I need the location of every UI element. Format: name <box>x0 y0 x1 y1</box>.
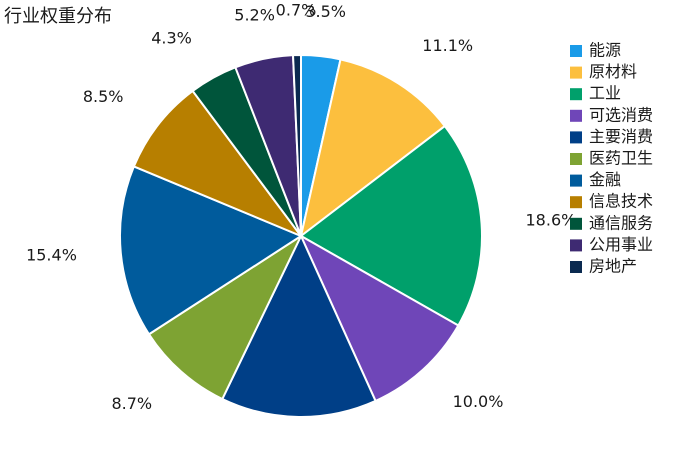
pie-slice-7 <box>119 165 304 336</box>
pie-value-label-6: 8.7% <box>111 394 152 413</box>
pie-slice-11 <box>291 53 302 237</box>
legend-label-8: 信息技术 <box>589 192 653 211</box>
pie-value-label-7: 15.4% <box>26 246 77 265</box>
legend-label-9: 通信服务 <box>589 213 653 232</box>
legend-swatch-3 <box>570 88 582 101</box>
legend-swatch-11 <box>570 261 582 273</box>
legend-label-5: 主要消费 <box>589 127 653 146</box>
pie-slice-6 <box>147 233 304 401</box>
pie-slice-3 <box>299 124 483 327</box>
legend-label-11: 房地产 <box>589 257 637 276</box>
legend-label-4: 可选消费 <box>589 105 653 124</box>
legend-swatch-4 <box>570 109 582 122</box>
legend-label-6: 医药卫生 <box>589 149 653 168</box>
pie-slice-8 <box>132 89 304 239</box>
legend-swatch-6 <box>570 153 582 165</box>
pie-slices <box>119 53 483 418</box>
pie-slice-5 <box>220 233 377 418</box>
legend-swatch-9 <box>570 217 582 230</box>
legend-label-2: 原材料 <box>589 62 637 81</box>
pie-value-label-8: 8.5% <box>83 87 124 106</box>
legend-label-10: 公用事业 <box>589 235 653 254</box>
legend-swatch-7 <box>570 174 582 187</box>
legend-swatch-5 <box>570 131 582 144</box>
legend-swatch-8 <box>570 196 582 209</box>
pie-value-label-9: 4.3% <box>151 29 192 48</box>
pie-slice-4 <box>298 233 460 403</box>
legend-label-3: 工业 <box>589 84 621 103</box>
chart-title: 行业权重分布 <box>4 6 112 27</box>
pie-slice-2 <box>299 58 447 239</box>
pie-value-label-3: 18.6% <box>526 210 577 229</box>
legend-label-7: 金融 <box>589 170 621 189</box>
pie-value-label-4: 10.0% <box>453 392 504 411</box>
legend-swatch-2 <box>570 66 582 79</box>
pie-value-label-11: 0.7% <box>276 1 317 20</box>
pie-value-label-10: 5.2% <box>234 5 275 24</box>
legend-label-1: 能源 <box>589 41 621 60</box>
pie-value-label-1: 3.5% <box>305 2 346 21</box>
pie-value-label-5: 13.9% <box>273 451 324 452</box>
pie-value-labels: 3.5% 11.1% 18.6% 10.0% 13.9% 8.7% 15.4% 8.5% 4.3… <box>26 1 576 452</box>
pie-value-label-2: 11.1% <box>422 36 473 55</box>
legend-swatch-10 <box>570 239 582 252</box>
legend-swatch-1 <box>570 45 582 57</box>
